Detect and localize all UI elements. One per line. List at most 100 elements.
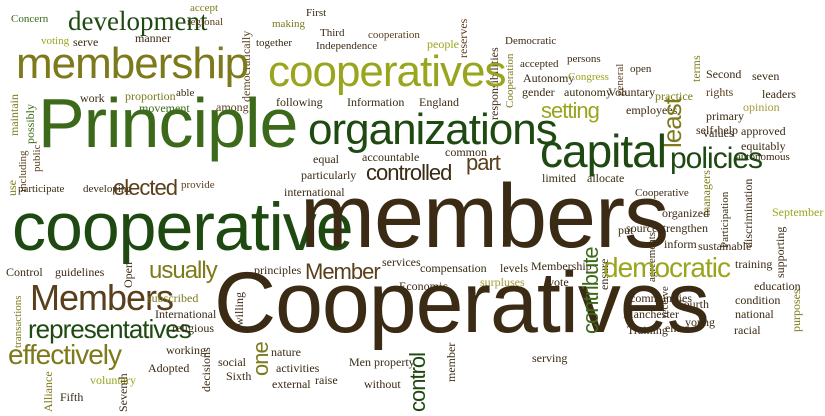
word-autonomy-cap: Autonomy <box>523 71 575 85</box>
word-cooperative: cooperative <box>12 189 354 265</box>
word-able: able <box>176 87 195 99</box>
word-third: Third <box>320 27 345 39</box>
word-rights: rights <box>706 85 734 99</box>
word-control: control <box>405 352 430 412</box>
word-control-cap: Control <box>6 265 43 279</box>
word-services: services <box>382 255 421 269</box>
word-organized: organized <box>662 206 710 220</box>
word-particularly: particularly <box>301 168 357 182</box>
word-fifth: Fifth <box>60 390 84 404</box>
word-proportion: proportion <box>125 89 176 103</box>
word-vote: vote <box>548 275 569 289</box>
word-national: national <box>735 307 774 321</box>
word-discrimination: discrimination <box>741 178 755 248</box>
word-contribute: contribute <box>578 247 603 334</box>
word-part: part <box>466 150 501 175</box>
word-limited: limited <box>542 171 576 185</box>
word-primary: primary <box>706 109 744 123</box>
word-supporting: supporting <box>773 226 787 278</box>
word-democratic-cap: Democratic <box>505 35 557 47</box>
word-usually: usually <box>149 257 218 284</box>
word-economic: Economic <box>399 279 448 293</box>
word-together: together <box>256 37 293 49</box>
word-condition: condition <box>735 293 781 307</box>
word-training-cap: Training <box>627 323 668 337</box>
word-policies: policies <box>670 142 763 175</box>
word-democratic: democratic <box>603 252 731 283</box>
word-cooperative-cap: Cooperative <box>635 187 689 199</box>
word-serve: serve <box>73 35 99 49</box>
word-developing: developing <box>83 183 132 195</box>
word-member-cap: Member <box>305 259 381 284</box>
word-enter: enter <box>665 321 689 335</box>
word-sixth: Sixth <box>226 369 252 383</box>
word-setting: setting <box>541 98 600 123</box>
word-provide: provide <box>181 179 215 191</box>
word-england: England <box>419 95 459 109</box>
word-international: international <box>284 185 345 199</box>
word-cooperatives: cooperatives <box>268 47 506 96</box>
word-gender: gender <box>522 85 555 99</box>
word-racial: racial <box>734 323 761 337</box>
word-willing: willing <box>232 291 246 326</box>
word-second: Second <box>706 67 742 81</box>
word-serving: serving <box>532 351 568 365</box>
word-without: without <box>364 377 401 391</box>
word-possibly: possibly <box>23 103 37 144</box>
word-people: people <box>427 37 459 51</box>
word-information: Information <box>347 95 405 109</box>
word-autonomy: autonomy <box>564 85 612 99</box>
word-making: making <box>272 18 305 30</box>
word-activities: activities <box>276 361 320 375</box>
word-inform: inform <box>664 237 697 251</box>
word-effectively: effectively <box>8 339 122 370</box>
word-manner: manner <box>135 31 171 45</box>
word-membership-cap: Membership <box>531 259 592 273</box>
word-sources: sources <box>626 221 662 235</box>
word-regional: regional <box>187 16 224 28</box>
word-leaders: leaders <box>762 87 796 101</box>
word-maintain: maintain <box>7 94 21 136</box>
word-voluntary: voluntary <box>90 373 136 387</box>
word-training: training <box>735 257 773 271</box>
word-movement: movement <box>139 101 190 115</box>
word-terms: terms <box>689 55 703 82</box>
word-accountable: accountable <box>362 150 420 164</box>
word-manchester: Manchester <box>623 307 679 321</box>
word-organizations: organizations <box>308 105 558 154</box>
word-men: Men <box>349 355 371 369</box>
word-practice: practice <box>655 89 693 103</box>
word-guidelines: guidelines <box>55 265 105 279</box>
word-sustainable: sustainable <box>698 239 752 253</box>
word-september: September <box>772 205 824 219</box>
word-education: education <box>754 279 801 293</box>
word-members: members <box>300 167 669 267</box>
word-accepted: accepted <box>520 58 559 70</box>
word-alliance: Alliance <box>41 371 55 412</box>
word-first: First <box>306 7 327 19</box>
word-seventh: Seventh <box>116 373 130 412</box>
word-international-cap: International <box>155 307 217 321</box>
word-membership: membership <box>16 39 249 88</box>
word-equal: equal <box>313 152 339 166</box>
word-religious: religious <box>172 321 214 335</box>
word-nature: nature <box>271 345 301 359</box>
word-values: values <box>703 126 734 140</box>
word-opinion: opinion <box>743 100 780 114</box>
word-fourth: Fourth <box>677 297 710 311</box>
word-equitably: equitably <box>741 139 786 153</box>
word-concern: Concern <box>11 13 49 25</box>
word-cooperation-cap: Cooperation <box>504 53 516 108</box>
word-social: social <box>218 355 246 369</box>
word-persons: persons <box>567 53 601 65</box>
word-compensation: compensation <box>420 261 487 275</box>
word-accept: accept <box>190 2 219 14</box>
word-participate: participate <box>18 183 65 195</box>
word-levels: levels <box>500 261 528 275</box>
word-property: property <box>374 355 415 369</box>
word-put: put <box>618 223 634 237</box>
word-self-help: self-help <box>696 123 738 137</box>
word-among: among <box>216 100 249 114</box>
word-congress: Congress <box>568 71 609 83</box>
